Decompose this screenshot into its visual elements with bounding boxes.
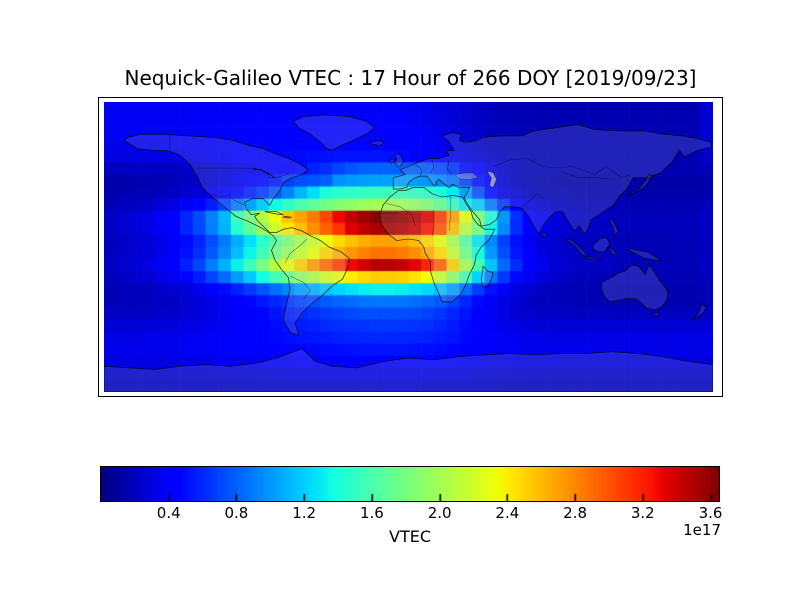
landmass-tasmania [653, 312, 660, 317]
country-border-8 [284, 238, 308, 264]
country-border-5 [448, 195, 452, 231]
country-border-9 [492, 158, 631, 178]
colorbar-tick-3.6: 3.6 [698, 504, 723, 522]
vtec-heatmap-canvas [104, 102, 713, 392]
colorbar-tick-0.4: 0.4 [156, 504, 181, 522]
landmass-africa [379, 187, 496, 303]
caspian-sea [487, 170, 497, 188]
landmass-antarctica [104, 348, 713, 392]
colorbar-label: VTEC [389, 527, 431, 546]
country-border-14 [447, 159, 453, 175]
country-border-11 [519, 193, 544, 209]
landmass-cuba [264, 211, 284, 216]
country-border-10 [560, 171, 612, 180]
landmass-nz [690, 302, 707, 322]
colorbar-tick-3.2: 3.2 [630, 504, 655, 522]
landmass-madagascar [480, 265, 494, 288]
colorbar-tick-0.8: 0.8 [224, 504, 249, 522]
landmass-sumatra [566, 238, 589, 258]
country-border-7 [289, 275, 311, 299]
country-border-3 [386, 203, 416, 227]
colorbar-tick-1.6: 1.6 [359, 504, 384, 522]
world-coastlines-overlay [104, 114, 713, 392]
landmass-borneo [592, 236, 611, 253]
landmass-eurasia [392, 124, 712, 235]
landmass-australia [600, 263, 668, 311]
country-border-13 [430, 159, 435, 174]
landmass-hispaniola [282, 216, 292, 219]
country-border-1 [210, 193, 245, 206]
colorbar-tick-1.2: 1.2 [292, 504, 317, 522]
colorbar-offset-label: 1e17 [683, 521, 721, 539]
landmass-uk [394, 153, 404, 167]
country-border-4 [431, 209, 435, 236]
landmass-americas [123, 133, 350, 337]
landmass-philippines [609, 217, 619, 237]
landmass-iceland [368, 140, 386, 146]
colorbar-tick-2.0: 2.0 [427, 504, 452, 522]
landmass-japan [626, 174, 655, 198]
landmass-java [585, 256, 604, 261]
colorbar-gradient [100, 466, 720, 502]
colorbar-tick-2.4: 2.4 [495, 504, 520, 522]
black-sea [455, 172, 479, 180]
landmass-srilanka [541, 231, 548, 238]
colorbar-tick-2.8: 2.8 [563, 504, 587, 522]
landmass-sulawesi [609, 246, 618, 256]
plot-title: Nequick-Galileo VTEC : 17 Hour of 266 DO… [124, 66, 697, 90]
landmass-ireland [389, 157, 396, 164]
great-lakes [252, 167, 276, 179]
landmass-newguinea [627, 248, 663, 262]
landmass-greenland [292, 114, 376, 151]
country-border-12 [415, 164, 423, 177]
